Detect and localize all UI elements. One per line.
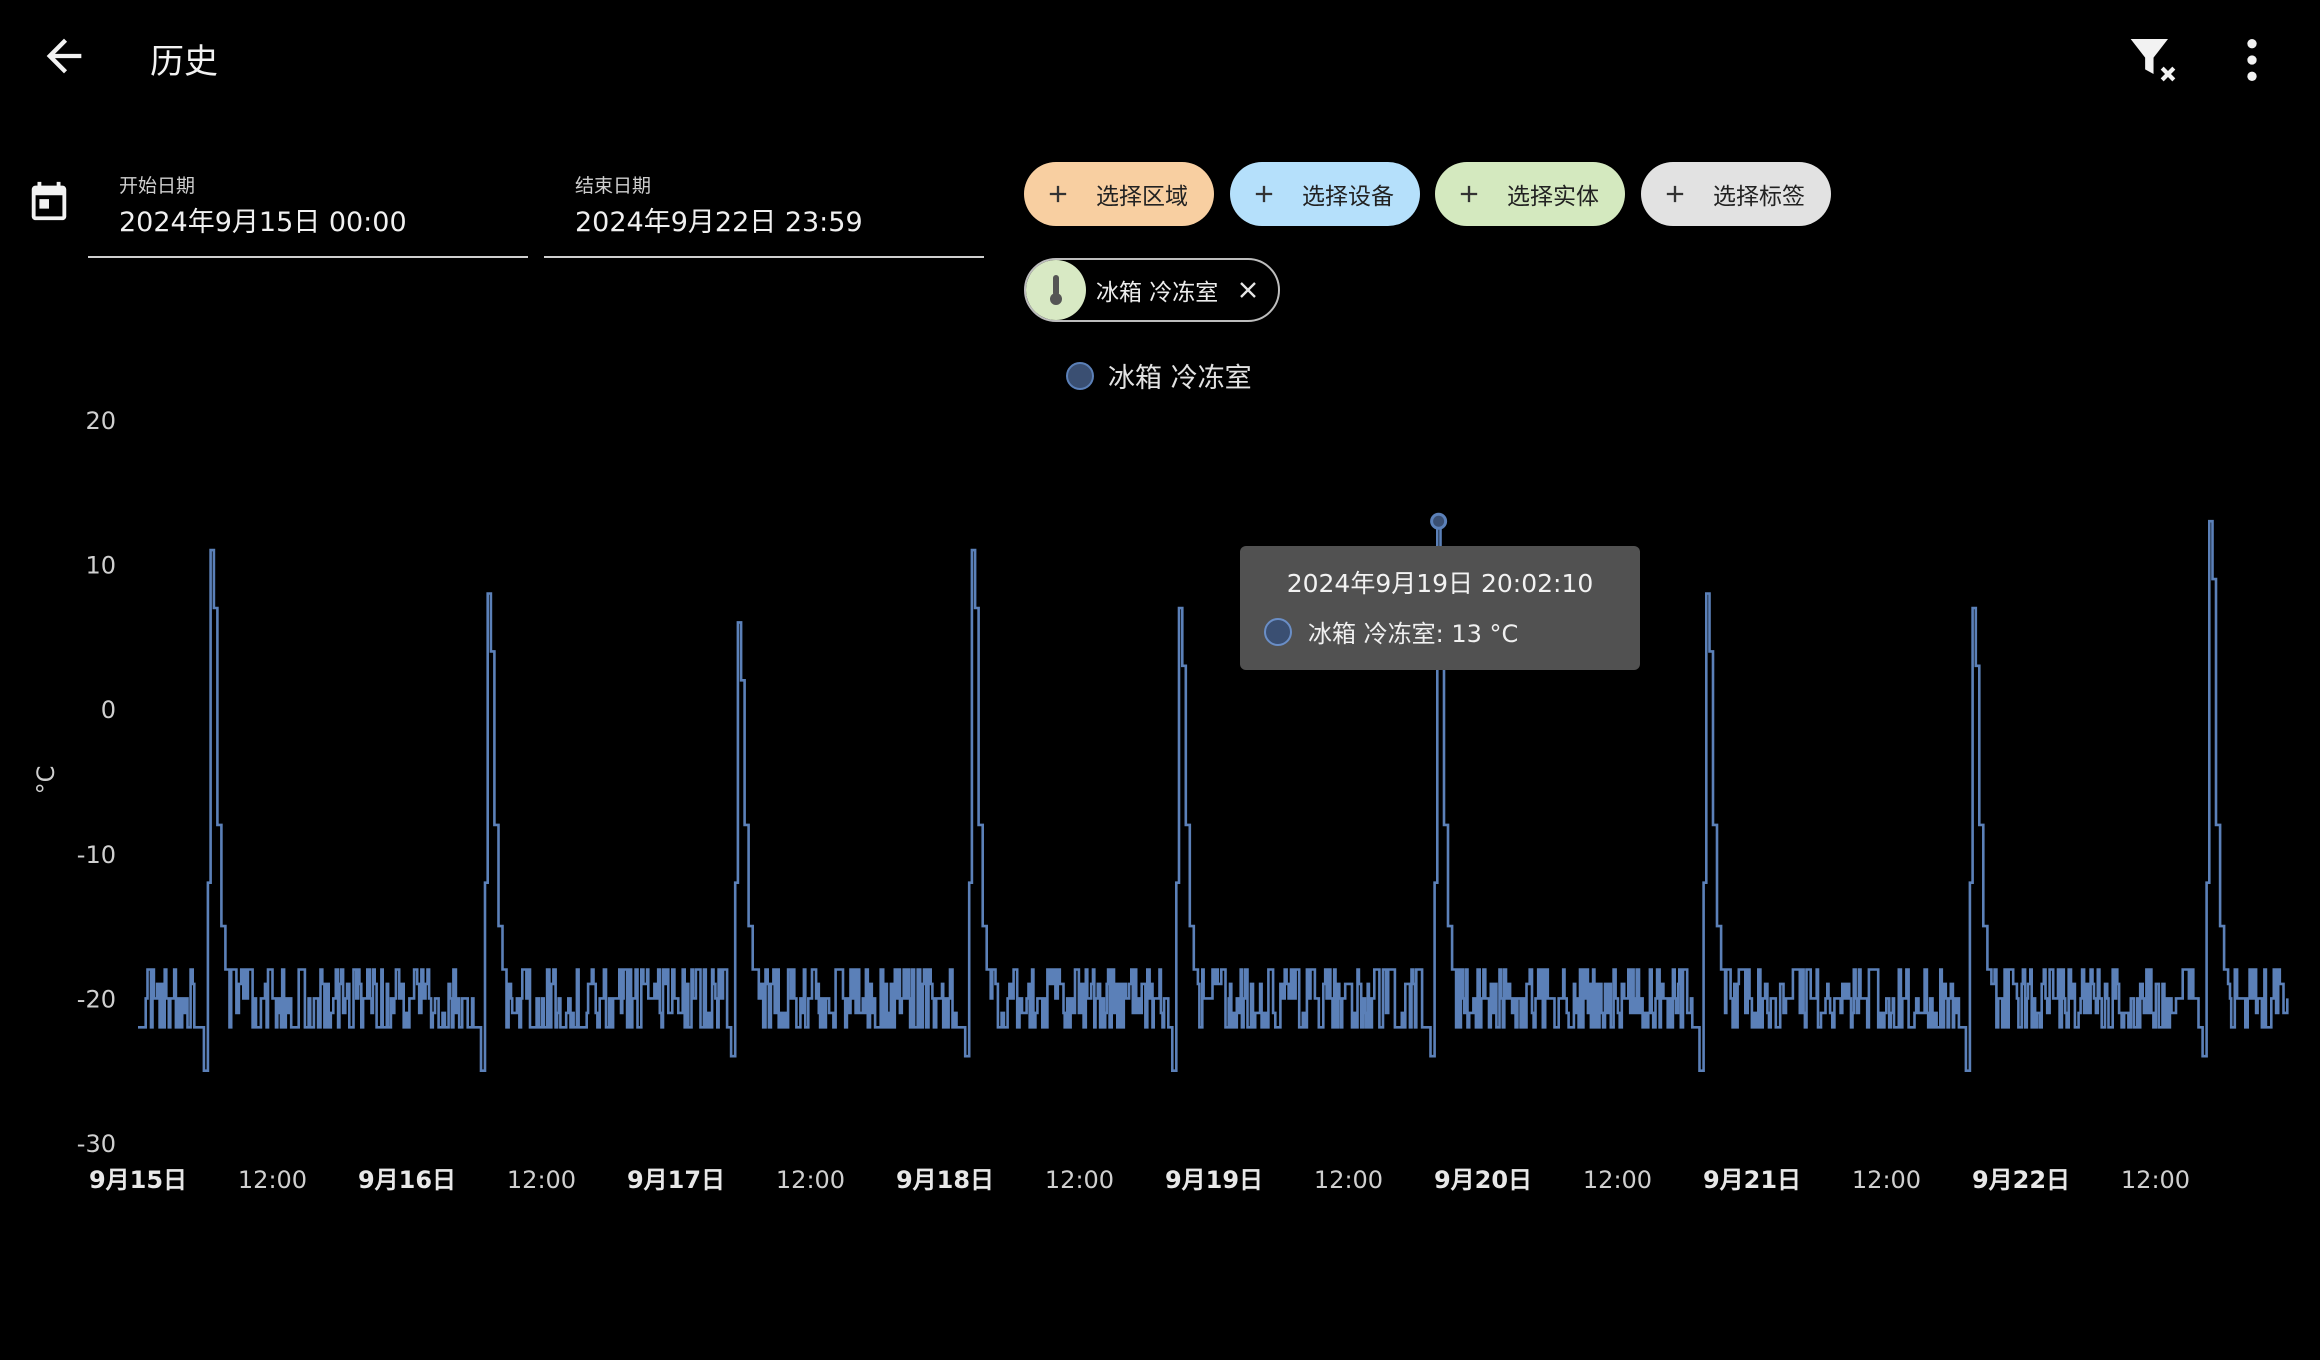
filter-remove-icon — [2130, 39, 2176, 82]
end-date-label: 结束日期 — [575, 175, 652, 197]
x-tick-label: 9月19日 — [1165, 1166, 1263, 1194]
chip-label: 选择标签 — [1713, 184, 1805, 210]
y-tick-label: 20 — [85, 407, 116, 435]
choose-label-chip[interactable]: 选择标签 — [1641, 162, 1831, 226]
start-date-field[interactable]: 开始日期 2024年9月15日 00:00 — [88, 160, 528, 258]
choose-area-chip[interactable]: 选择区域 — [1024, 162, 1214, 226]
tooltip-row: 冰箱 冷冻室: 13 °C — [1264, 614, 1640, 649]
x-tick-label: 12:00 — [238, 1166, 307, 1194]
chip-label: 选择设备 — [1302, 184, 1394, 210]
start-date-label: 开始日期 — [119, 175, 196, 197]
legend-label: 冰箱 冷冻室 — [1108, 363, 1252, 394]
x-tick-label: 12:00 — [1045, 1166, 1114, 1194]
chip-label: 选择实体 — [1507, 184, 1599, 210]
x-tick-label: 12:00 — [776, 1166, 845, 1194]
back-button[interactable] — [38, 30, 90, 82]
tooltip-timestamp: 2024年9月19日 20:02:10 — [1286, 569, 1594, 598]
x-tick-label: 12:00 — [507, 1166, 576, 1194]
highlight-point — [1430, 512, 1448, 530]
y-tick-label: -10 — [77, 841, 116, 869]
chip-label: 选择区域 — [1096, 184, 1188, 210]
plus-icon — [1666, 185, 1684, 203]
x-tick-label: 9月17日 — [627, 1166, 725, 1194]
choose-entity-chip[interactable]: 选择实体 — [1435, 162, 1625, 226]
arrow-left-icon — [46, 38, 82, 74]
legend-dot — [1066, 361, 1094, 390]
y-axis-label: °C — [32, 766, 60, 795]
close-icon[interactable] — [1234, 276, 1262, 304]
entity-name: 冰箱 冷冻室 — [1096, 280, 1219, 306]
dots-vertical-icon — [2247, 39, 2257, 81]
start-date-value: 2024年9月15日 00:00 — [119, 207, 407, 238]
x-tick-label: 12:00 — [1583, 1166, 1652, 1194]
y-tick-label: -20 — [77, 985, 116, 1013]
plus-icon — [1255, 185, 1273, 203]
tooltip-value: 冰箱 冷冻室: 13 °C — [1308, 620, 1519, 648]
x-tick-label: 9月16日 — [358, 1166, 456, 1194]
chart-legend-item[interactable]: 冰箱 冷冻室 — [1066, 356, 1252, 395]
tooltip-dot — [1264, 617, 1292, 646]
x-tick-label: 9月21日 — [1703, 1166, 1801, 1194]
y-tick-label: 0 — [101, 696, 116, 724]
calendar-icon — [26, 178, 72, 224]
plus-icon — [1460, 185, 1478, 203]
chart-tooltip: 2024年9月19日 20:02:10 冰箱 冷冻室: 13 °C — [1240, 546, 1640, 670]
x-tick-label: 9月20日 — [1434, 1166, 1532, 1194]
page-title: 历史 — [150, 42, 218, 82]
x-tick-label: 12:00 — [1852, 1166, 1921, 1194]
end-date-field[interactable]: 结束日期 2024年9月22日 23:59 — [544, 160, 984, 258]
y-tick-label: 10 — [85, 552, 116, 580]
end-date-value: 2024年9月22日 23:59 — [575, 207, 863, 238]
clear-filter-button[interactable] — [2126, 32, 2182, 88]
x-tick-label: 9月15日 — [89, 1166, 187, 1194]
x-tick-label: 12:00 — [1314, 1166, 1383, 1194]
y-tick-label: -30 — [77, 1130, 116, 1158]
x-tick-label: 12:00 — [2121, 1166, 2190, 1194]
series-line-freezer — [138, 519, 2289, 1072]
x-tick-label: 9月18日 — [896, 1166, 994, 1194]
x-tick-label: 9月22日 — [1972, 1166, 2070, 1194]
plus-icon — [1049, 185, 1067, 203]
more-menu-button[interactable] — [2232, 32, 2272, 88]
thermometer-icon — [1026, 260, 1086, 320]
choose-device-chip[interactable]: 选择设备 — [1230, 162, 1420, 226]
selected-entity-chip[interactable]: 冰箱 冷冻室 — [1024, 258, 1280, 322]
